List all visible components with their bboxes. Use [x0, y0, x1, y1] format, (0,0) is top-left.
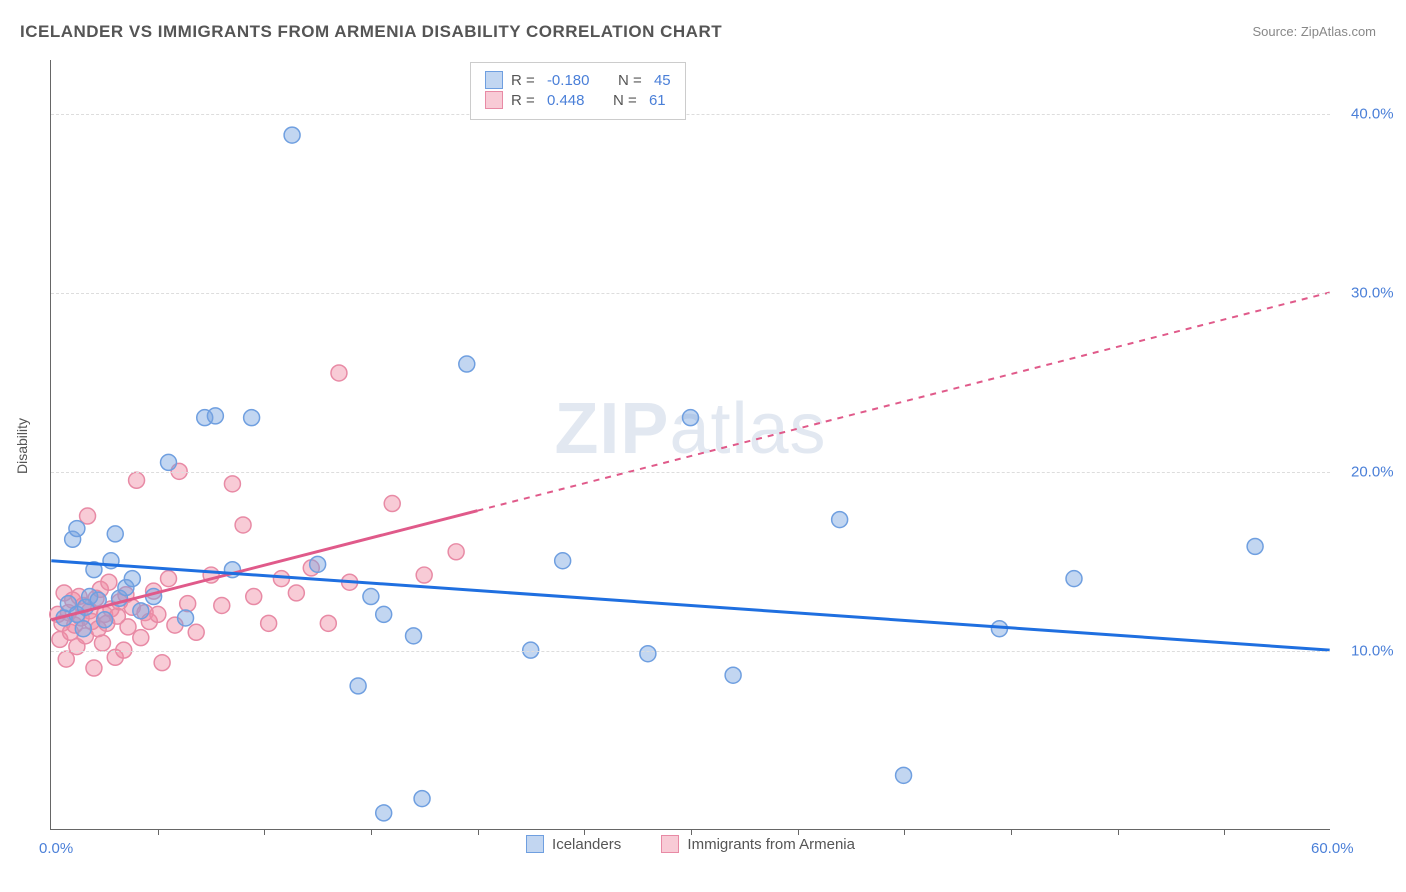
- x-tick: [798, 829, 799, 835]
- chart-container: ICELANDER VS IMMIGRANTS FROM ARMENIA DIS…: [0, 0, 1406, 892]
- scatter-point: [288, 585, 304, 601]
- scatter-point: [224, 476, 240, 492]
- legend-item-series2: Immigrants from Armenia: [661, 835, 855, 853]
- scatter-point: [683, 410, 699, 426]
- scatter-point: [414, 791, 430, 807]
- scatter-point: [161, 571, 177, 587]
- y-axis-label: Disability: [14, 418, 30, 474]
- x-tick: [1224, 829, 1225, 835]
- scatter-point: [832, 512, 848, 528]
- gridline: [51, 114, 1330, 115]
- scatter-point: [180, 596, 196, 612]
- scatter-point: [376, 606, 392, 622]
- scatter-point: [94, 635, 110, 651]
- scatter-point: [448, 544, 464, 560]
- y-tick-label: 40.0%: [1351, 105, 1394, 122]
- scatter-point: [896, 767, 912, 783]
- plot-area: ZIPatlas 0.0% 60.0% Icelanders Immigrant…: [50, 60, 1330, 830]
- scatter-point: [133, 630, 149, 646]
- x-tick: [904, 829, 905, 835]
- stats-n-label-2: N =: [613, 92, 641, 109]
- chart-title: ICELANDER VS IMMIGRANTS FROM ARMENIA DIS…: [20, 22, 722, 42]
- x-tick: [1011, 829, 1012, 835]
- stats-legend-box: R = -0.180 N = 45 R = 0.448 N = 61: [470, 62, 686, 120]
- scatter-point: [86, 660, 102, 676]
- stats-r-value-2: 0.448: [547, 92, 585, 109]
- scatter-point: [107, 526, 123, 542]
- scatter-point: [284, 127, 300, 143]
- scatter-point: [150, 606, 166, 622]
- x-tick: [158, 829, 159, 835]
- scatter-point: [350, 678, 366, 694]
- x-tick: [1118, 829, 1119, 835]
- gridline: [51, 472, 1330, 473]
- stats-r-value-1: -0.180: [547, 72, 590, 89]
- scatter-point: [331, 365, 347, 381]
- gridline: [51, 651, 1330, 652]
- scatter-point: [640, 646, 656, 662]
- scatter-point: [133, 603, 149, 619]
- stats-row-series1: R = -0.180 N = 45: [485, 71, 671, 89]
- scatter-point: [376, 805, 392, 821]
- bottom-legend: Icelanders Immigrants from Armenia: [51, 835, 1330, 857]
- scatter-point: [101, 574, 117, 590]
- x-tick: [478, 829, 479, 835]
- x-tick: [691, 829, 692, 835]
- stats-swatch-series1: [485, 71, 503, 89]
- trend-line-dashed: [477, 292, 1329, 510]
- legend-label-series1: Icelanders: [552, 836, 621, 853]
- scatter-point: [406, 628, 422, 644]
- scatter-point: [363, 589, 379, 605]
- stats-swatch-series2: [485, 91, 503, 109]
- scatter-point: [235, 517, 251, 533]
- scatter-point: [75, 621, 91, 637]
- scatter-point: [261, 615, 277, 631]
- scatter-point: [207, 408, 223, 424]
- stats-r-label-1: R =: [511, 72, 539, 89]
- scatter-point: [320, 615, 336, 631]
- scatter-point: [725, 667, 741, 683]
- trend-line-solid: [51, 561, 1329, 650]
- stats-row-series2: R = 0.448 N = 61: [485, 91, 671, 109]
- scatter-point: [154, 655, 170, 671]
- scatter-point: [69, 521, 85, 537]
- stats-n-value-1: 45: [654, 72, 671, 89]
- scatter-point: [416, 567, 432, 583]
- y-tick-label: 20.0%: [1351, 463, 1394, 480]
- scatter-point: [384, 496, 400, 512]
- x-tick: [371, 829, 372, 835]
- legend-label-series2: Immigrants from Armenia: [687, 836, 855, 853]
- source-attribution: Source: ZipAtlas.com: [1252, 24, 1376, 39]
- scatter-point: [124, 571, 140, 587]
- scatter-point: [459, 356, 475, 372]
- stats-r-label-2: R =: [511, 92, 539, 109]
- scatter-point: [555, 553, 571, 569]
- scatter-point: [246, 589, 262, 605]
- legend-item-series1: Icelanders: [526, 835, 621, 853]
- stats-n-label-1: N =: [618, 72, 646, 89]
- scatter-point: [310, 556, 326, 572]
- y-tick-label: 30.0%: [1351, 284, 1394, 301]
- stats-n-value-2: 61: [649, 92, 666, 109]
- legend-swatch-series1: [526, 835, 544, 853]
- scatter-point: [120, 619, 136, 635]
- scatter-point: [178, 610, 194, 626]
- scatter-point: [129, 472, 145, 488]
- scatter-point: [244, 410, 260, 426]
- scatter-point: [97, 612, 113, 628]
- scatter-point: [161, 454, 177, 470]
- gridline: [51, 293, 1330, 294]
- legend-swatch-series2: [661, 835, 679, 853]
- y-tick-label: 10.0%: [1351, 642, 1394, 659]
- scatter-point: [1247, 538, 1263, 554]
- scatter-point: [1066, 571, 1082, 587]
- scatter-point: [214, 597, 230, 613]
- scatter-point: [188, 624, 204, 640]
- chart-svg: [51, 60, 1330, 829]
- x-tick: [264, 829, 265, 835]
- x-tick: [584, 829, 585, 835]
